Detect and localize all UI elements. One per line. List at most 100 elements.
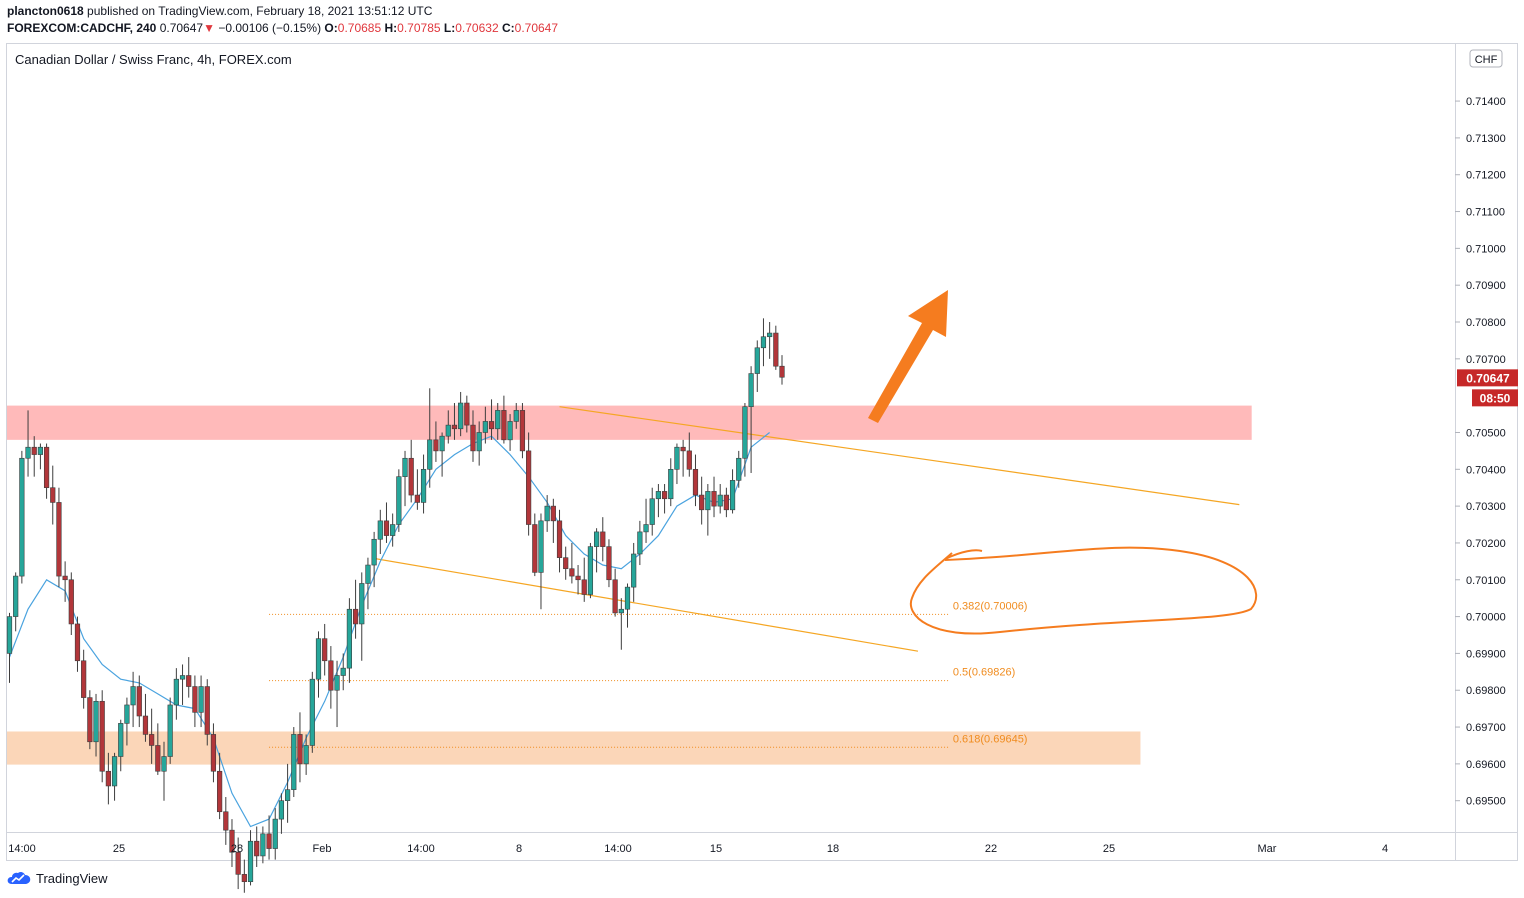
candle[interactable] xyxy=(229,819,235,867)
candle[interactable] xyxy=(637,520,643,566)
candle[interactable] xyxy=(328,646,334,709)
candle[interactable] xyxy=(631,542,637,602)
candle[interactable] xyxy=(655,484,661,518)
candle[interactable] xyxy=(507,414,513,451)
candle[interactable] xyxy=(433,421,439,462)
candle[interactable] xyxy=(686,432,692,477)
candle[interactable] xyxy=(408,439,414,503)
candle[interactable] xyxy=(699,476,705,525)
candle[interactable] xyxy=(124,697,130,746)
candle[interactable] xyxy=(575,565,581,595)
candle[interactable] xyxy=(31,436,37,477)
candle[interactable] xyxy=(241,859,247,893)
candle[interactable] xyxy=(210,723,217,783)
candle[interactable] xyxy=(19,450,25,584)
candle[interactable] xyxy=(390,513,396,547)
candle[interactable] xyxy=(291,727,297,798)
candle[interactable] xyxy=(118,719,124,772)
candle[interactable] xyxy=(760,318,767,367)
candle[interactable] xyxy=(247,830,254,886)
candle[interactable] xyxy=(74,616,81,672)
candle[interactable] xyxy=(680,439,686,477)
candle[interactable] xyxy=(99,690,105,783)
candle[interactable] xyxy=(340,653,346,691)
candle[interactable] xyxy=(192,675,198,728)
candle[interactable] xyxy=(322,623,328,676)
candle[interactable] xyxy=(439,432,445,477)
candle[interactable] xyxy=(93,693,99,757)
candle[interactable] xyxy=(198,675,204,728)
candle[interactable] xyxy=(68,572,74,635)
candle[interactable] xyxy=(371,531,377,588)
candle[interactable] xyxy=(173,668,179,720)
candle[interactable] xyxy=(513,403,519,429)
trendline-1[interactable] xyxy=(559,406,1240,506)
candle[interactable] xyxy=(742,403,748,477)
candle[interactable] xyxy=(309,671,315,753)
candle[interactable] xyxy=(272,808,278,860)
candle[interactable] xyxy=(711,476,717,518)
candle[interactable] xyxy=(587,542,594,599)
candle[interactable] xyxy=(37,443,43,470)
candle[interactable] xyxy=(550,498,556,543)
candle[interactable] xyxy=(377,509,383,554)
candle[interactable] xyxy=(161,741,167,801)
candle[interactable] xyxy=(260,826,266,864)
candle[interactable] xyxy=(427,388,433,488)
candle[interactable] xyxy=(563,546,569,580)
support-zone[interactable] xyxy=(7,731,1141,765)
candle[interactable] xyxy=(482,406,488,444)
trendline-2[interactable] xyxy=(374,557,919,652)
candle[interactable] xyxy=(519,403,526,459)
candle[interactable] xyxy=(501,395,507,444)
candle[interactable] xyxy=(56,487,62,588)
candle[interactable] xyxy=(365,557,371,610)
candle[interactable] xyxy=(420,454,427,514)
candle[interactable] xyxy=(297,712,303,783)
candle[interactable] xyxy=(581,557,587,602)
candle[interactable] xyxy=(136,675,142,728)
candle[interactable] xyxy=(383,502,390,543)
candle[interactable] xyxy=(254,826,260,867)
candle[interactable] xyxy=(674,443,680,485)
candle[interactable] xyxy=(470,410,476,462)
candle[interactable] xyxy=(130,671,136,728)
candle[interactable] xyxy=(284,763,291,823)
candle[interactable] xyxy=(717,484,723,514)
candle[interactable] xyxy=(649,487,655,536)
candle[interactable] xyxy=(155,723,161,775)
candle[interactable] xyxy=(50,465,56,525)
candle[interactable] xyxy=(661,484,668,514)
candle[interactable] xyxy=(779,355,785,385)
candle[interactable] xyxy=(606,539,612,588)
candle[interactable] xyxy=(149,708,155,764)
candle[interactable] xyxy=(278,793,285,834)
candle[interactable] xyxy=(526,432,532,536)
candle[interactable] xyxy=(186,657,192,698)
candle[interactable] xyxy=(495,403,501,440)
candle[interactable] xyxy=(43,443,50,499)
candle[interactable] xyxy=(315,631,322,698)
candle[interactable] xyxy=(25,410,31,477)
candle[interactable] xyxy=(13,572,19,632)
candle[interactable] xyxy=(352,579,359,639)
candle[interactable] xyxy=(81,649,87,709)
candle[interactable] xyxy=(217,752,223,820)
candle[interactable] xyxy=(748,366,754,473)
resistance-zone[interactable] xyxy=(7,405,1252,440)
currency-label-box[interactable]: CHF xyxy=(1469,49,1503,68)
candle[interactable] xyxy=(62,561,68,602)
candle[interactable] xyxy=(111,752,118,801)
candle[interactable] xyxy=(204,679,210,746)
author-name[interactable]: plancton0618 xyxy=(7,4,84,18)
candle[interactable] xyxy=(488,399,495,440)
candle[interactable] xyxy=(612,568,618,617)
candle[interactable] xyxy=(569,542,575,584)
candle[interactable] xyxy=(723,487,729,518)
candle[interactable] xyxy=(754,340,760,392)
candle[interactable] xyxy=(414,469,420,510)
candle[interactable] xyxy=(223,797,229,845)
candle[interactable] xyxy=(334,660,340,728)
tradingview-logo[interactable]: TradingView xyxy=(6,870,108,886)
